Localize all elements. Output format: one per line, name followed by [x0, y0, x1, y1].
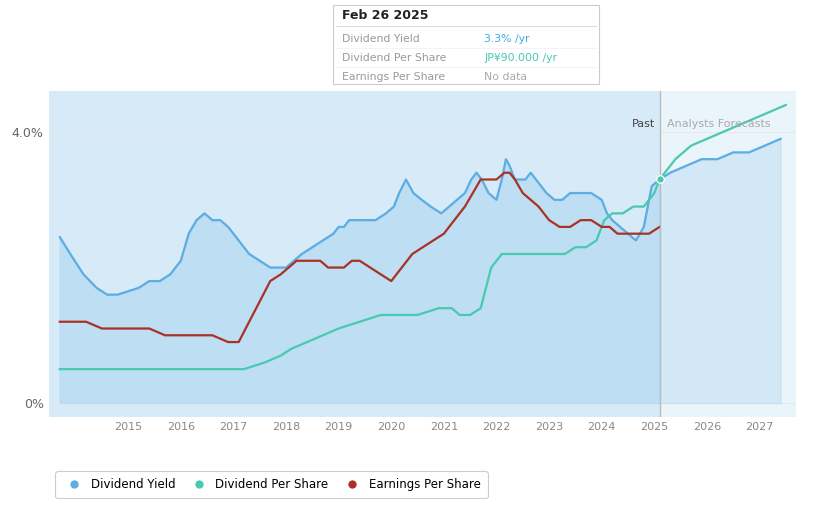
Text: Earnings Per Share: Earnings Per Share — [342, 72, 446, 82]
Text: JP¥90.000 /yr: JP¥90.000 /yr — [484, 53, 557, 63]
Text: Feb 26 2025: Feb 26 2025 — [342, 9, 429, 22]
Text: 3.3% /yr: 3.3% /yr — [484, 34, 530, 44]
Point — [653, 175, 666, 183]
Bar — [49, 91, 659, 417]
Text: No data: No data — [484, 72, 527, 82]
Legend: Dividend Yield, Dividend Per Share, Earnings Per Share: Dividend Yield, Dividend Per Share, Earn… — [55, 471, 488, 498]
Text: Analysts Forecasts: Analysts Forecasts — [667, 119, 771, 129]
Bar — [659, 91, 796, 417]
Text: Dividend Per Share: Dividend Per Share — [342, 53, 447, 63]
Point — [653, 175, 666, 183]
Text: Dividend Yield: Dividend Yield — [342, 34, 420, 44]
Text: Past: Past — [632, 119, 655, 129]
